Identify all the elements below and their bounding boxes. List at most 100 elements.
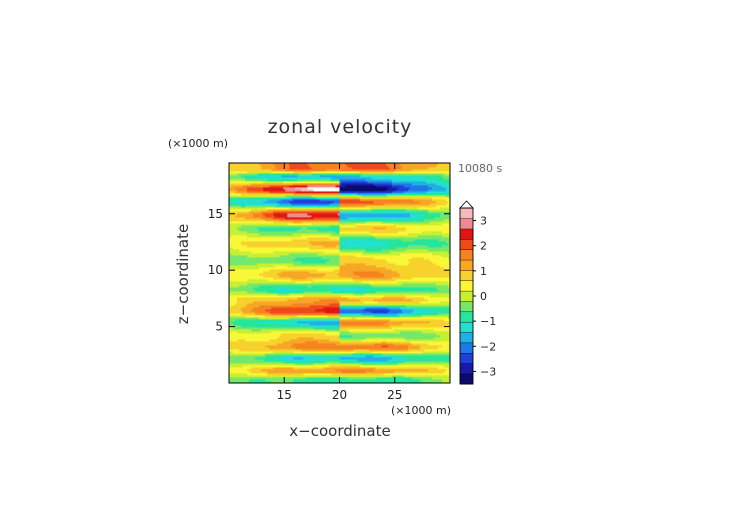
field-cell (295, 349, 298, 352)
field-cell (375, 349, 379, 352)
field-cell (229, 349, 232, 352)
field-cell (393, 317, 397, 320)
field-cell (443, 343, 447, 346)
field-cell (267, 353, 270, 356)
field-cell (447, 347, 450, 350)
field-cell (355, 335, 358, 338)
field-cell (415, 311, 419, 314)
field-cell (431, 321, 435, 324)
field-cell (321, 363, 324, 366)
field-cell (341, 349, 344, 352)
field-cell (347, 377, 350, 380)
field-cell (391, 311, 395, 314)
field-cell (335, 367, 338, 370)
field-cell (323, 317, 326, 320)
field-cell (381, 369, 385, 372)
field-cell (407, 323, 411, 326)
field-cell (275, 371, 278, 374)
field-cell (325, 327, 328, 330)
field-cell (397, 337, 401, 340)
field-cell (229, 327, 232, 330)
field-cell (433, 343, 437, 346)
field-cell (347, 341, 350, 344)
field-cell (347, 311, 350, 314)
field-cell (263, 329, 266, 332)
field-cell (261, 353, 264, 356)
field-cell (367, 379, 371, 382)
field-cell (323, 335, 326, 338)
field-cell (435, 367, 439, 370)
field-cell (267, 351, 270, 354)
field-cell (255, 341, 258, 344)
field-cell (287, 381, 290, 383)
field-cell (309, 341, 312, 344)
field-cell (279, 333, 282, 336)
field-cell (321, 315, 324, 318)
field-cell (421, 369, 425, 372)
field-cell (387, 355, 391, 358)
field-cell (433, 327, 437, 330)
field-cell (353, 381, 356, 383)
field-cell (385, 323, 389, 326)
field-cell (285, 375, 288, 378)
field-cell (421, 337, 425, 340)
field-cell (433, 341, 437, 344)
field-cell (249, 343, 252, 346)
field-cell (295, 325, 298, 328)
field-cell (255, 367, 258, 370)
field-cell (317, 367, 320, 370)
field-cell (425, 359, 429, 362)
field-cell (439, 307, 443, 310)
field-cell (445, 361, 449, 364)
field-cell (369, 309, 373, 312)
field-cell (305, 307, 308, 310)
field-cell (299, 329, 302, 332)
field-cell (371, 315, 375, 318)
field-cell (399, 331, 403, 334)
field-cell (283, 311, 286, 314)
field-cell (291, 355, 294, 358)
field-cell (429, 373, 433, 376)
field-cell (337, 343, 340, 346)
field-cell (283, 317, 286, 320)
field-cell (347, 365, 350, 368)
field-cell (403, 319, 407, 322)
field-cell (275, 373, 278, 376)
field-cell (411, 309, 415, 312)
field-cell (303, 369, 306, 372)
field-cell (237, 367, 240, 370)
field-cell (423, 347, 427, 350)
field-cell (433, 309, 437, 312)
field-cell (433, 371, 437, 374)
field-cell (267, 355, 270, 358)
field-cell (383, 323, 387, 326)
field-cell (235, 313, 238, 316)
field-cell (275, 317, 278, 320)
field-cell (361, 327, 365, 330)
field-cell (359, 355, 362, 358)
field-cell (429, 365, 433, 368)
field-cell (305, 341, 308, 344)
field-cell (407, 357, 411, 360)
field-cell (303, 319, 306, 322)
field-cell (429, 351, 433, 354)
field-cell (261, 321, 264, 324)
field-cell (315, 311, 318, 314)
field-cell (447, 371, 450, 374)
field-cell (309, 351, 312, 354)
field-cell (349, 311, 352, 314)
field-cell (377, 323, 381, 326)
field-cell (367, 329, 371, 332)
field-cell (393, 325, 397, 328)
field-cell (441, 381, 445, 383)
field-cell (299, 307, 302, 310)
field-cell (443, 359, 447, 362)
field-cell (399, 319, 403, 322)
field-cell (267, 365, 270, 368)
field-cell (371, 311, 375, 314)
field-cell (329, 337, 332, 340)
field-cell (329, 319, 332, 322)
field-cell (367, 361, 371, 364)
